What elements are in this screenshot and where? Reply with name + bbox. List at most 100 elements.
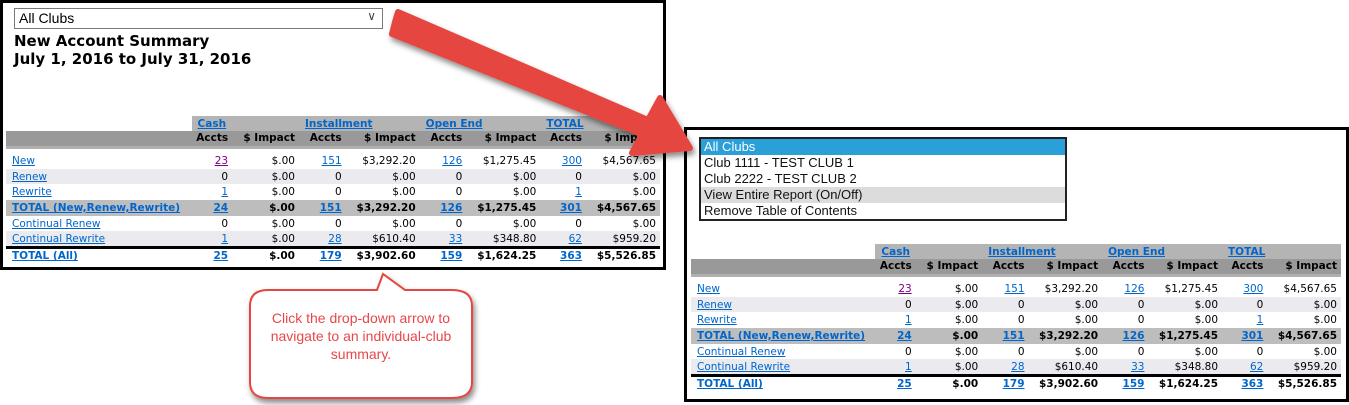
- row-link[interactable]: New: [12, 154, 35, 167]
- table-cell: $3,292.20: [1028, 328, 1103, 344]
- count-link[interactable]: 28: [328, 232, 342, 245]
- count-link[interactable]: 24: [213, 201, 229, 214]
- count-link[interactable]: 301: [560, 201, 582, 214]
- group-link[interactable]: Open End: [425, 117, 483, 130]
- count-link[interactable]: 126: [1124, 282, 1145, 295]
- count-link[interactable]: 363: [560, 250, 582, 263]
- group-header-row: Cash Installment Open End TOTAL: [6, 116, 660, 131]
- group-header: Cash: [191, 116, 299, 131]
- count-link[interactable]: 151: [1002, 329, 1025, 342]
- count-link[interactable]: 1: [575, 186, 582, 199]
- table-cell: 28: [299, 231, 346, 248]
- count-link[interactable]: 1: [1256, 314, 1264, 327]
- column-header: Accts: [540, 131, 586, 147]
- count-link[interactable]: 1: [221, 186, 229, 199]
- count-link[interactable]: 300: [561, 154, 582, 167]
- table-cell: $3,902.60: [345, 245, 420, 265]
- count-link[interactable]: 24: [897, 329, 912, 342]
- row-link[interactable]: TOTAL (New,Renew,Rewrite): [697, 329, 866, 342]
- row-label: Renew: [691, 296, 876, 313]
- count-link[interactable]: 25: [897, 378, 912, 391]
- count-link[interactable]: 301: [1241, 329, 1264, 342]
- table-row: New 23 $.00 151 $3,292.20 126 $1,275.45 300 $4,5…: [691, 281, 1341, 297]
- count-link[interactable]: 300: [1243, 282, 1264, 295]
- row-label: TOTAL (All): [691, 373, 876, 393]
- dropdown-option[interactable]: View Entire Report (On/Off): [701, 187, 1065, 203]
- row-link[interactable]: TOTAL (All): [12, 250, 78, 263]
- row-link[interactable]: New: [697, 282, 720, 295]
- chevron-down-icon[interactable]: ∨: [367, 9, 376, 23]
- group-link[interactable]: Open End: [1108, 245, 1165, 258]
- group-link[interactable]: Installment: [305, 117, 373, 130]
- row-link[interactable]: TOTAL (New,Renew,Rewrite): [12, 201, 181, 214]
- row-link[interactable]: Renew: [12, 170, 47, 183]
- table-cell: $4,567.65: [1283, 282, 1337, 295]
- group-link[interactable]: Installment: [988, 245, 1056, 258]
- table-cell: 1: [875, 359, 916, 376]
- table-cell: $.00: [1074, 345, 1099, 358]
- column-header-row: Accts $ Impact Accts $ Impact Accts $ Impact A…: [691, 259, 1341, 275]
- table-cell: 23: [192, 153, 233, 169]
- row-link[interactable]: Rewrite: [12, 186, 52, 199]
- table-cell: $.00: [512, 217, 537, 230]
- count-link[interactable]: 62: [1249, 360, 1264, 373]
- row-link[interactable]: Rewrite: [697, 314, 737, 327]
- row-link[interactable]: Continual Rewrite: [12, 232, 106, 245]
- count-link[interactable]: 1: [905, 314, 912, 327]
- summary-table: Cash Installment Open End TOTAL Accts $ Impac…: [6, 116, 660, 265]
- dropdown-option[interactable]: Remove Table of Contents: [704, 203, 857, 218]
- row-link[interactable]: TOTAL (All): [697, 378, 763, 391]
- row-label: Continual Renew: [6, 216, 192, 232]
- count-link[interactable]: 1: [221, 232, 229, 245]
- row-link[interactable]: Continual Rewrite: [697, 360, 791, 373]
- count-link[interactable]: 159: [440, 250, 463, 263]
- table-row: TOTAL (All) 25 $.00 179 $3,902.60 159 $1,624.2…: [691, 373, 1341, 393]
- dropdown-option[interactable]: All Clubs: [701, 139, 1065, 155]
- count-link[interactable]: 179: [319, 250, 342, 263]
- count-link[interactable]: 23: [214, 154, 229, 167]
- count-link[interactable]: 33: [1131, 360, 1145, 373]
- count-link[interactable]: 363: [1241, 378, 1264, 391]
- count-link[interactable]: 159: [1122, 378, 1145, 391]
- club-dropdown-list[interactable]: All Clubs Club 1111 - TEST CLUB 1 Club 222…: [699, 137, 1067, 221]
- group-link[interactable]: Cash: [881, 245, 910, 258]
- table-cell: $.00: [1148, 296, 1223, 313]
- count-link[interactable]: 151: [319, 201, 342, 214]
- count-link[interactable]: 126: [440, 201, 463, 214]
- table-cell: $3,902.60: [1028, 373, 1103, 393]
- count-link[interactable]: 28: [1011, 360, 1025, 373]
- count-link[interactable]: 151: [1004, 282, 1025, 295]
- table-cell: 363: [540, 245, 586, 265]
- count-link[interactable]: 179: [1002, 378, 1025, 391]
- count-link[interactable]: 1: [905, 360, 912, 373]
- table-cell: 25: [875, 373, 916, 393]
- table-cell: 0: [875, 296, 916, 313]
- count-link[interactable]: 126: [442, 154, 463, 167]
- count-link[interactable]: 23: [898, 282, 912, 295]
- row-link[interactable]: Continual Renew: [697, 345, 786, 358]
- group-link[interactable]: TOTAL: [546, 117, 584, 130]
- count-link[interactable]: 151: [321, 154, 342, 167]
- group-link[interactable]: Cash: [197, 117, 227, 130]
- dropdown-option[interactable]: Club 1111 - TEST CLUB 1: [704, 155, 854, 170]
- table-cell: 126: [420, 153, 467, 169]
- table-cell: 159: [1102, 373, 1149, 393]
- row-label: TOTAL (All): [6, 245, 192, 265]
- group-link[interactable]: TOTAL: [1228, 245, 1266, 258]
- row-link[interactable]: Continual Renew: [12, 217, 101, 230]
- count-link[interactable]: 62: [568, 232, 582, 245]
- table-cell: 126: [1102, 328, 1149, 344]
- count-link[interactable]: 25: [213, 250, 229, 263]
- table-cell: $3,292.20: [1044, 282, 1099, 295]
- table-cell: 0: [191, 168, 233, 185]
- table-cell: 0: [575, 217, 582, 230]
- count-link[interactable]: 33: [448, 232, 463, 245]
- row-link[interactable]: Renew: [697, 298, 732, 311]
- table-cell: 0: [334, 186, 342, 199]
- count-link[interactable]: 126: [1122, 329, 1145, 342]
- dropdown-option[interactable]: Club 2222 - TEST CLUB 2: [704, 171, 857, 186]
- club-select[interactable]: All Clubs ∨: [14, 8, 383, 29]
- table-cell: 62: [540, 231, 586, 248]
- table-cell: 24: [191, 200, 233, 216]
